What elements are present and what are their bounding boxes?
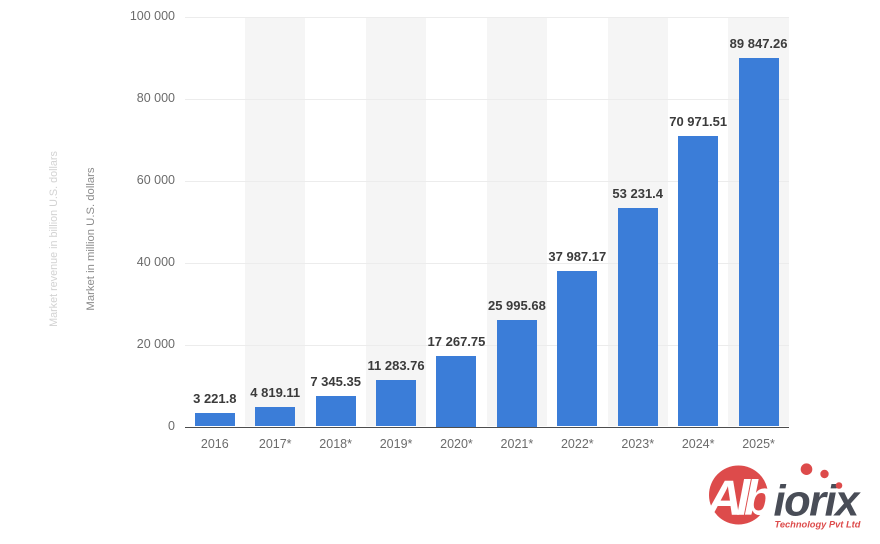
svg-text:Technology Pvt Ltd: Technology Pvt Ltd bbox=[775, 520, 861, 530]
svg-text:iorix: iorix bbox=[774, 478, 862, 526]
svg-text:Alb: Alb bbox=[706, 472, 773, 526]
